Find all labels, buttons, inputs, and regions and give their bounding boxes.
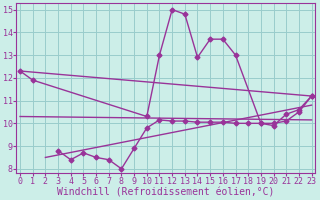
- X-axis label: Windchill (Refroidissement éolien,°C): Windchill (Refroidissement éolien,°C): [57, 187, 275, 197]
